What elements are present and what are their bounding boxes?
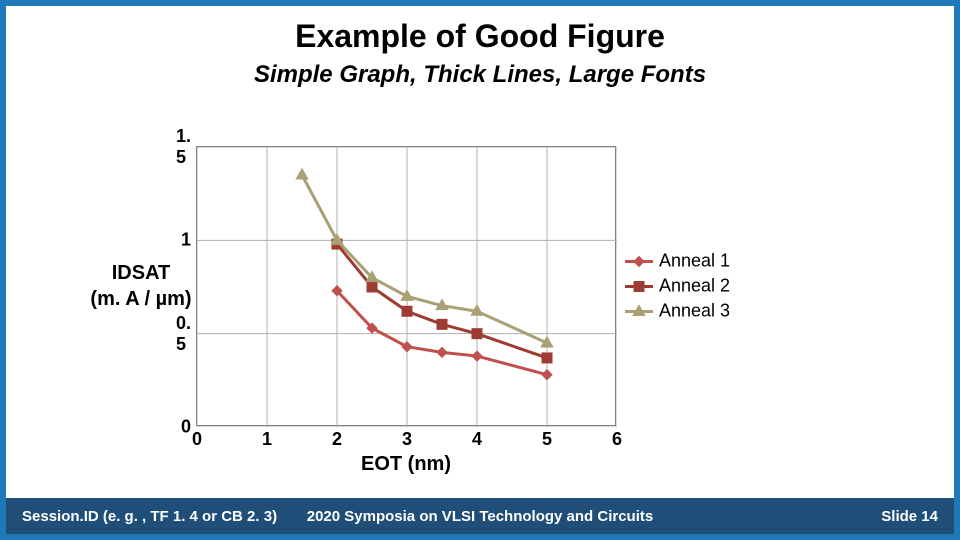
page-subtitle: Simple Graph, Thick Lines, Large Fonts bbox=[6, 61, 954, 89]
y-tick-label: 0. 5 bbox=[176, 313, 197, 355]
footer-left: Session.ID (e. g. , TF 1. 4 or CB 2. 3) bbox=[22, 508, 277, 525]
x-tick-label: 6 bbox=[612, 425, 622, 450]
legend-label: Anneal 2 bbox=[659, 276, 730, 297]
x-tick-label: 1 bbox=[262, 425, 272, 450]
legend-item: Anneal 1 bbox=[625, 251, 765, 272]
x-tick-label: 5 bbox=[542, 425, 552, 450]
chart-svg bbox=[197, 147, 617, 427]
footer-bar: Session.ID (e. g. , TF 1. 4 or CB 2. 3) … bbox=[6, 498, 954, 534]
plot-area: 00. 511. 5 0123456 EOT (nm) Anneal 1Anne… bbox=[196, 146, 616, 426]
legend: Anneal 1 Anneal 2 Anneal 3 bbox=[625, 247, 765, 326]
x-tick-label: 3 bbox=[402, 425, 412, 450]
legend-marker bbox=[625, 304, 653, 318]
x-tick-label: 0 bbox=[192, 425, 202, 450]
y-axis-label-line1: IDSAT bbox=[86, 260, 196, 286]
legend-label: Anneal 1 bbox=[659, 251, 730, 272]
y-tick-label: 1. 5 bbox=[176, 126, 197, 168]
legend-label: Anneal 3 bbox=[659, 301, 730, 322]
y-axis-label-line2: (m. A / µm) bbox=[86, 286, 196, 312]
y-tick-label: 1 bbox=[181, 230, 197, 251]
legend-marker bbox=[625, 279, 653, 293]
page-title: Example of Good Figure bbox=[6, 18, 954, 55]
footer-right: Slide 14 bbox=[881, 508, 938, 525]
slide: Example of Good Figure Simple Graph, Thi… bbox=[0, 0, 960, 540]
x-axis-label: EOT (nm) bbox=[197, 453, 615, 476]
legend-item: Anneal 2 bbox=[625, 276, 765, 297]
legend-item: Anneal 3 bbox=[625, 301, 765, 322]
x-tick-label: 2 bbox=[332, 425, 342, 450]
x-tick-label: 4 bbox=[472, 425, 482, 450]
y-axis-label: IDSAT (m. A / µm) bbox=[86, 260, 196, 312]
chart-container: IDSAT (m. A / µm) 00. 511. 5 0123456 EOT… bbox=[86, 116, 866, 456]
legend-marker bbox=[625, 254, 653, 268]
